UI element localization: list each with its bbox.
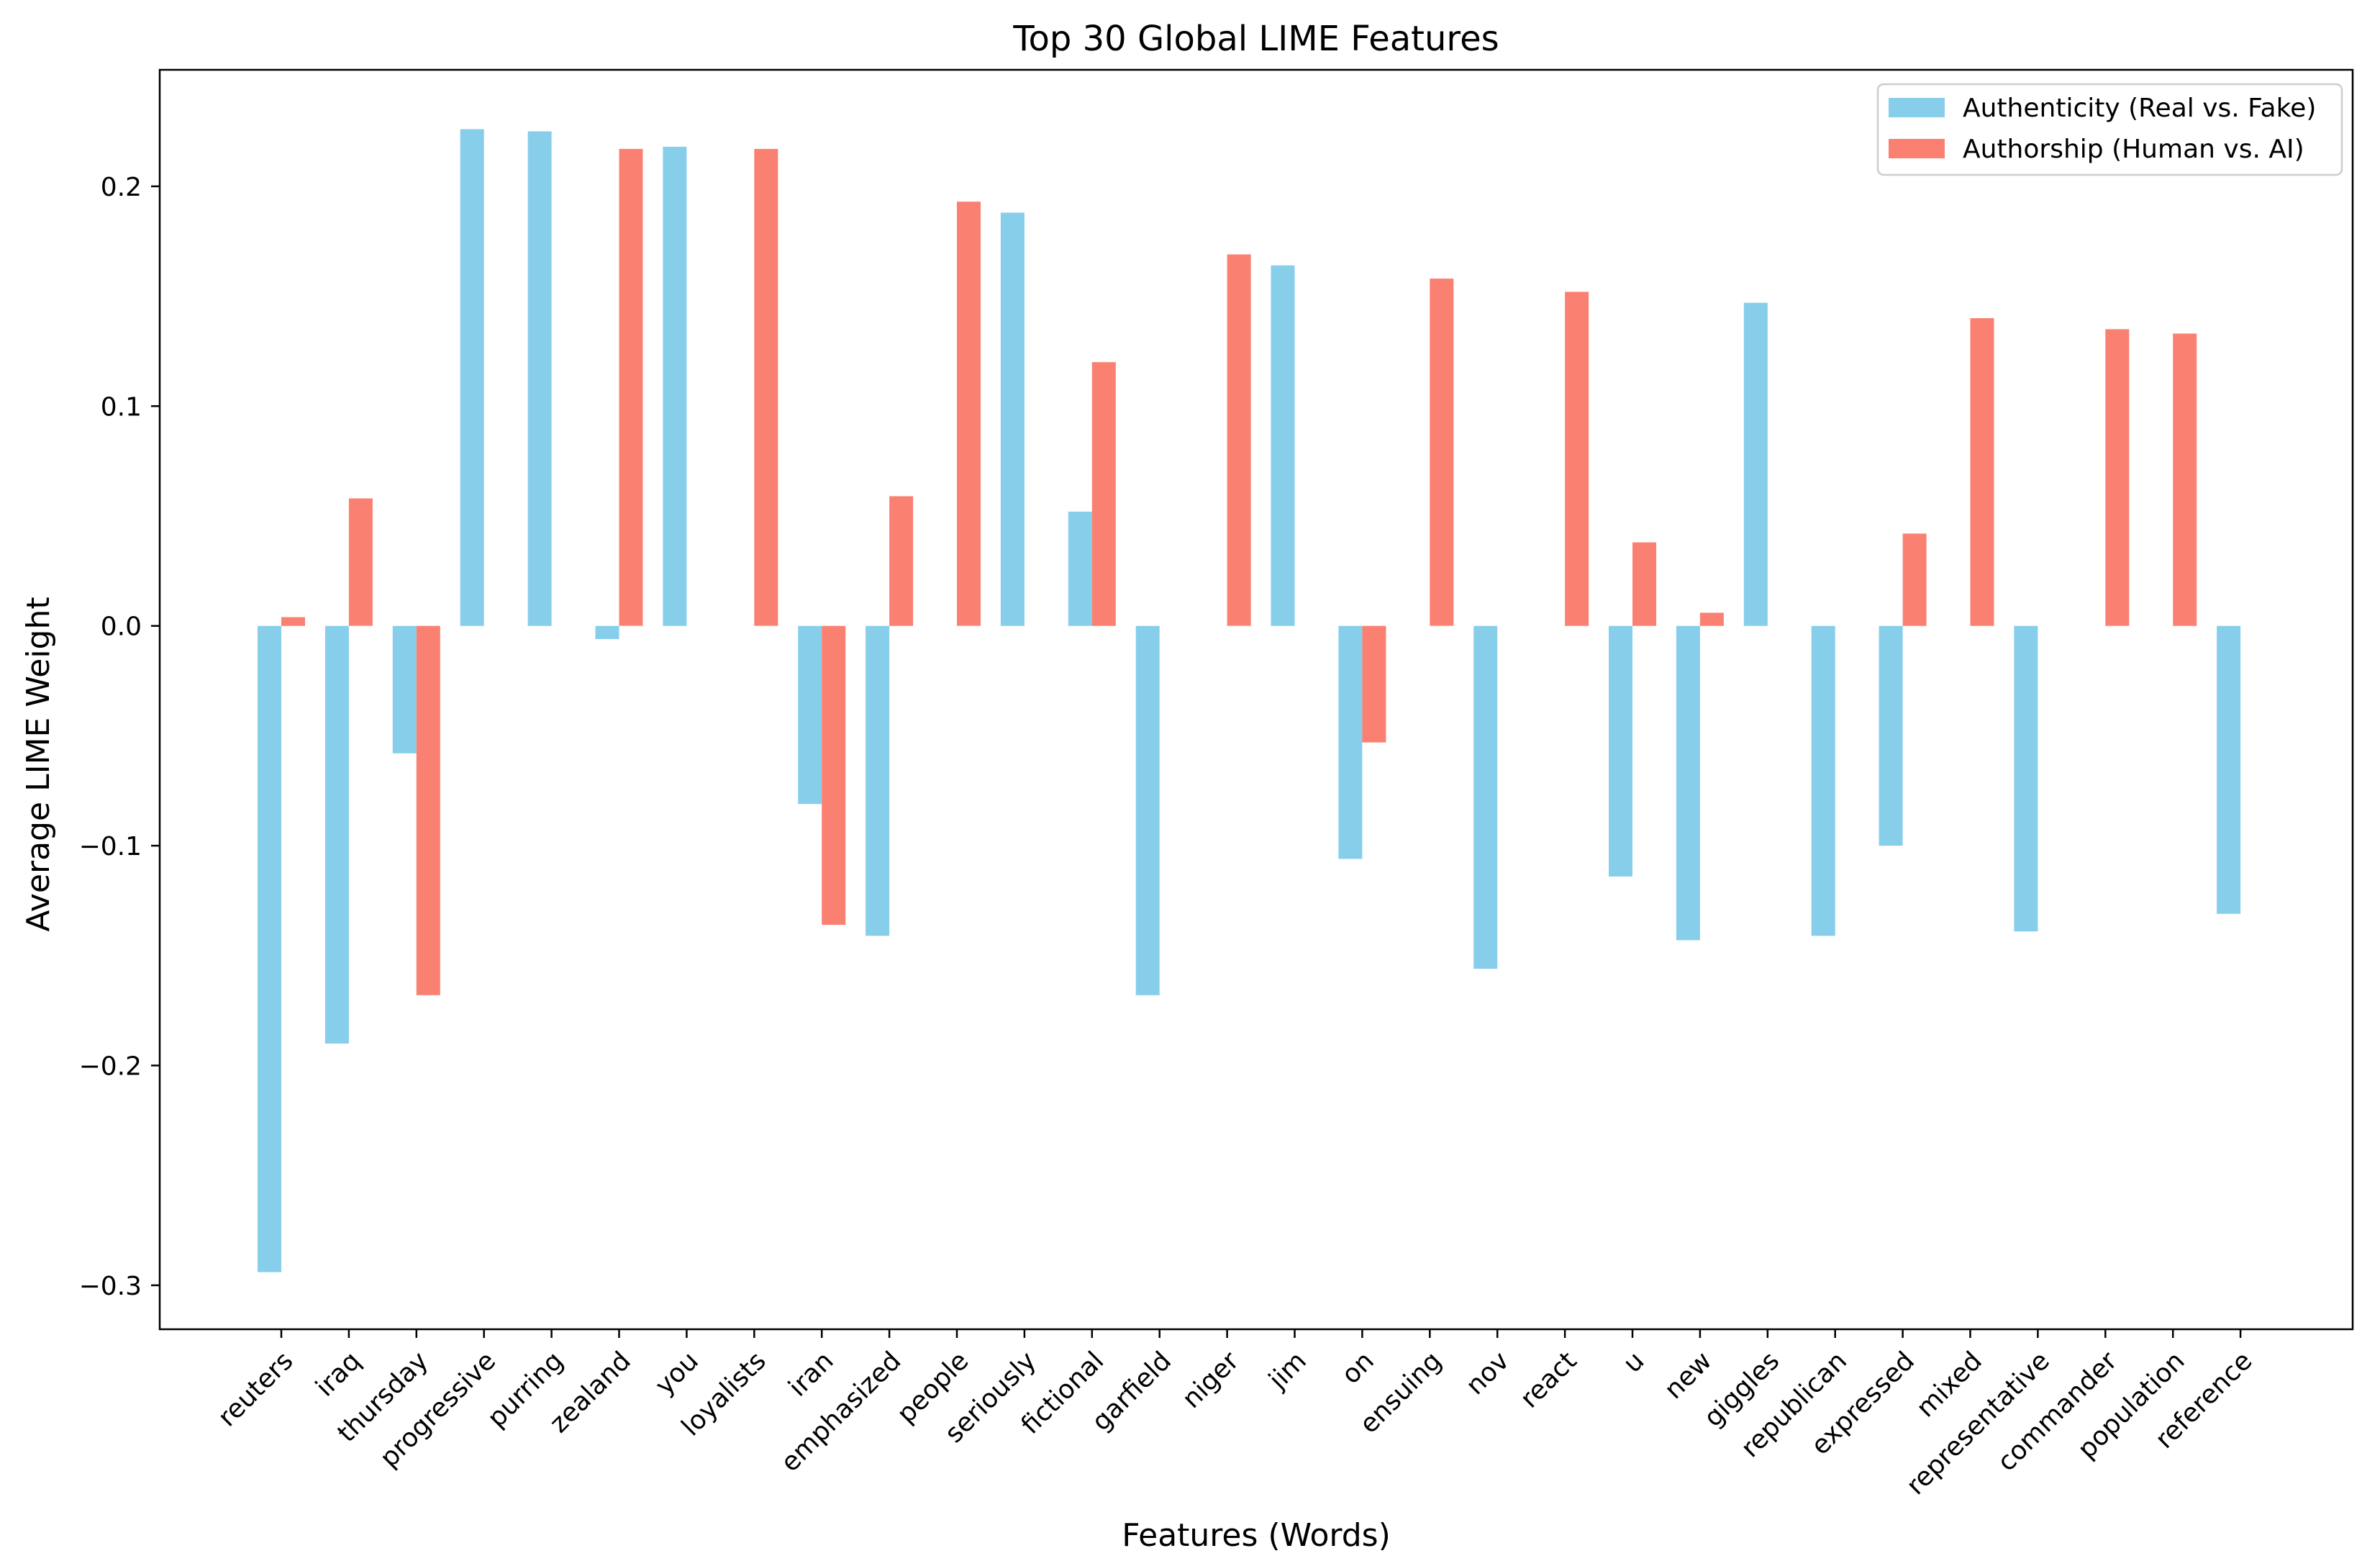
x-tick-label-jim: jim xyxy=(1263,1346,1312,1395)
legend: Authenticity (Real vs. Fake) Authorship … xyxy=(1876,83,2343,176)
bar-authorship-iran xyxy=(822,625,846,926)
legend-box xyxy=(1876,83,2343,176)
bar-authenticity-thursday xyxy=(392,625,417,754)
bar-authorship-emphasized xyxy=(889,496,914,626)
bar-authenticity-expressed xyxy=(1879,625,1903,846)
bar-authenticity-iraq xyxy=(324,625,349,1044)
bar-authenticity-nov xyxy=(1473,625,1498,969)
bar-authorship-niger xyxy=(1227,254,1251,626)
legend-swatch-authorship xyxy=(1889,139,1945,158)
bar-authorship-fictional xyxy=(1091,362,1116,626)
bar-authenticity-purring xyxy=(527,131,552,626)
bar-authenticity-reference xyxy=(2217,625,2241,914)
x-tick-label-nov: nov xyxy=(1461,1346,1515,1401)
bar-authorship-react xyxy=(1565,291,1589,626)
legend-label-authorship: Authorship (Human vs. AI) xyxy=(1963,135,2304,164)
x-axis: reuters iraqthursdayprogressivepurringzea… xyxy=(212,1329,2258,1501)
x-tick-label-react: react xyxy=(1514,1346,1582,1413)
bar-authenticity-giggles xyxy=(1743,302,1768,626)
y-axis-label: Average LIME Weight xyxy=(20,597,57,931)
bar-authorship-loyalists xyxy=(754,148,778,626)
bar-authorship-mixed xyxy=(1970,318,1994,626)
bar-authenticity-iran xyxy=(798,625,822,805)
bar-authenticity-jim xyxy=(1271,265,1295,626)
y-tick-label: −0.2 xyxy=(79,1052,142,1082)
bar-authenticity-republican xyxy=(1811,625,1835,936)
bar-authorship-ensuing xyxy=(1430,279,1454,626)
bar-authorship-zealand xyxy=(619,148,643,626)
x-tick-label-emphasized: emphasized xyxy=(776,1346,907,1478)
bar-authorship-people xyxy=(957,202,981,626)
y-tick-label: 0.1 xyxy=(101,392,142,422)
chart-title: Top 30 Global LIME Features xyxy=(1012,19,1499,59)
x-tick-label-on: on xyxy=(1336,1346,1380,1390)
bars-layer xyxy=(258,129,2241,1272)
bar-authorship-reuters xyxy=(281,617,305,626)
x-tick-label-u: u xyxy=(1617,1346,1650,1378)
bar-authenticity-seriously xyxy=(1000,212,1025,626)
bar-authenticity-reuters xyxy=(258,625,281,1272)
x-tick-label-niger: niger xyxy=(1177,1346,1245,1414)
bar-authorship-expressed xyxy=(1902,533,1927,626)
y-tick-label: −0.1 xyxy=(79,832,142,861)
bar-authenticity-progressive xyxy=(460,129,484,626)
y-tick-label: 0.0 xyxy=(101,612,142,642)
legend-swatch-authenticity xyxy=(1889,98,1945,117)
bar-authorship-population xyxy=(2173,333,2197,626)
x-tick-label-new: new xyxy=(1659,1346,1718,1405)
bar-authorship-new xyxy=(1699,612,1724,626)
bar-authenticity-garfield xyxy=(1135,625,1160,995)
bar-authorship-thursday xyxy=(416,625,440,995)
x-tick-label-reuters: reuters xyxy=(212,1346,299,1432)
bar-authenticity-fictional xyxy=(1068,511,1092,626)
x-tick-label-iran: iran xyxy=(783,1346,839,1402)
bar-authorship-iraq xyxy=(348,498,373,626)
bar-authorship-on xyxy=(1362,625,1386,743)
legend-label-authenticity: Authenticity (Real vs. Fake) xyxy=(1963,94,2316,123)
x-tick-label-you: you xyxy=(650,1346,704,1401)
y-axis: −0.3 −0.2 −0.1 0.0 0.1 0.2 xyxy=(79,173,160,1301)
bar-authenticity-emphasized xyxy=(866,625,890,936)
plot-frame xyxy=(158,68,2354,1331)
y-tick-label: 0.2 xyxy=(101,173,142,202)
bar-authenticity-new xyxy=(1676,625,1700,941)
bar-authenticity-on xyxy=(1338,625,1363,859)
bar-authenticity-u xyxy=(1609,625,1632,877)
x-axis-label: Features (Words) xyxy=(1122,1517,1391,1554)
bar-authorship-commander xyxy=(2105,329,2130,626)
x-tick-label-iraq: iraq xyxy=(310,1346,366,1402)
bar-authorship-u xyxy=(1632,542,1656,626)
bar-authenticity-zealand xyxy=(595,625,619,639)
y-tick-label: −0.3 xyxy=(79,1272,142,1301)
bar-authenticity-representative xyxy=(2014,625,2038,932)
bar-authenticity-you xyxy=(663,146,687,626)
